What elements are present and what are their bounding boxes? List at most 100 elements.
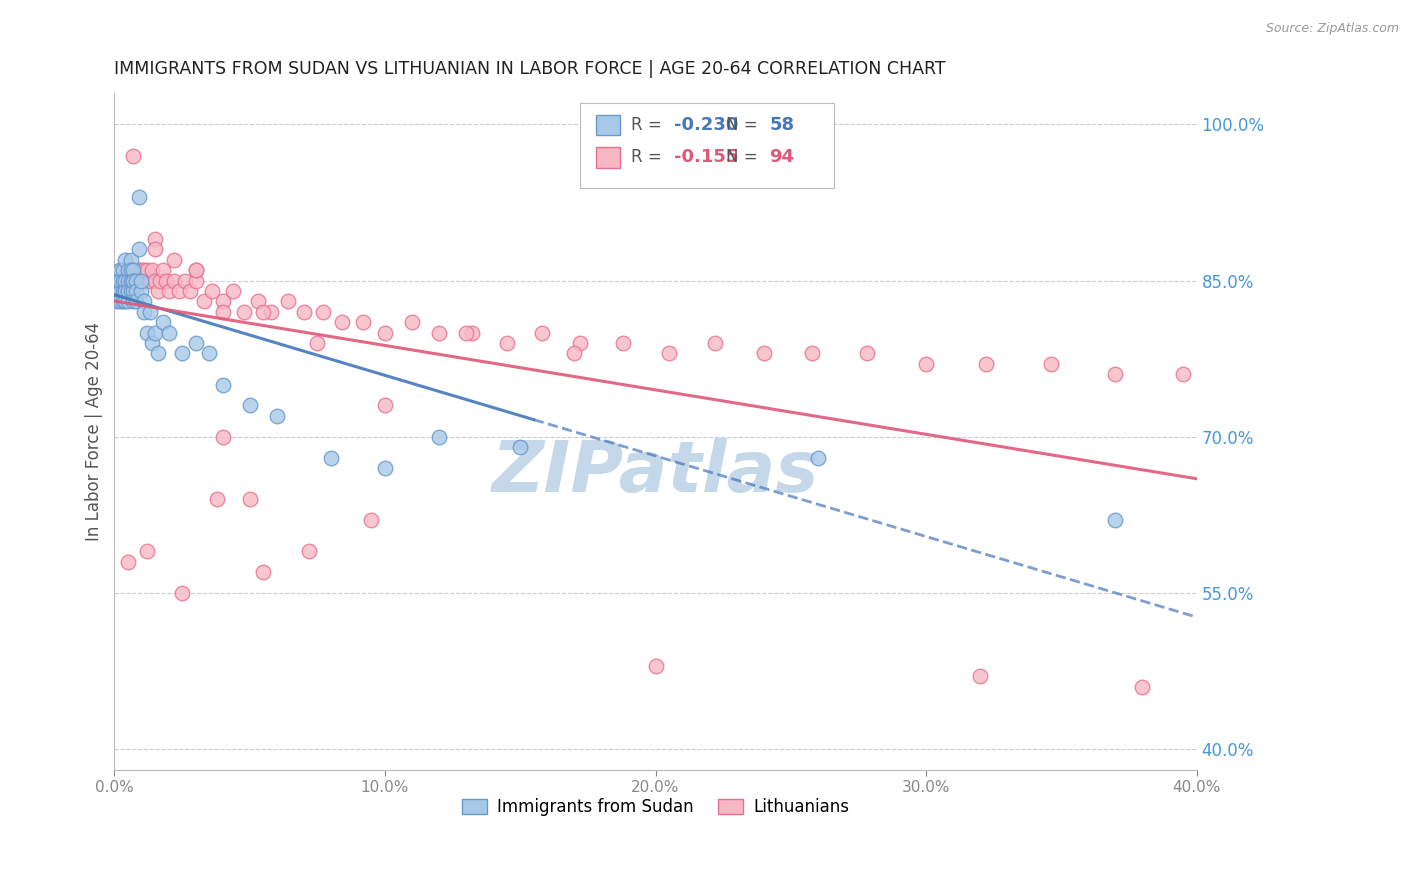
Point (135, 326, 157, 340)
Point (239, 492, 262, 507)
Point (1039, 357, 1062, 371)
Point (211, 294, 233, 309)
Point (246, 294, 269, 309)
Point (134, 294, 156, 309)
Point (122, 148, 145, 162)
Point (134, 273, 156, 287)
Point (401, 315, 423, 329)
Point (141, 263, 163, 277)
Point (120, 284, 142, 298)
Text: -0.230: -0.230 (673, 116, 738, 134)
Point (117, 284, 139, 298)
Point (260, 304, 283, 318)
Point (612, 336, 634, 351)
Point (128, 273, 150, 287)
Point (117, 263, 139, 277)
Point (122, 284, 145, 298)
Point (108, 263, 131, 277)
Text: N =: N = (725, 148, 762, 166)
Point (117, 294, 139, 309)
Bar (596, 147, 620, 168)
Point (201, 284, 224, 298)
Point (122, 273, 145, 287)
Point (170, 346, 193, 360)
Y-axis label: In Labor Force | Age 20-64: In Labor Force | Age 20-64 (86, 322, 103, 541)
Point (117, 263, 139, 277)
Point (117, 273, 139, 287)
Point (157, 284, 180, 298)
Point (131, 263, 153, 277)
Point (155, 273, 177, 287)
Point (644, 658, 666, 673)
Point (205, 492, 228, 507)
Point (105, 273, 128, 287)
Point (298, 544, 321, 558)
Point (292, 304, 315, 318)
Point (125, 284, 148, 298)
Point (125, 273, 148, 287)
Point (312, 304, 335, 318)
Text: 94: 94 (769, 148, 794, 166)
Point (184, 263, 207, 277)
Point (1104, 513, 1126, 527)
Point (125, 294, 148, 309)
Point (117, 273, 139, 287)
Text: 58: 58 (769, 116, 794, 134)
Point (120, 252, 142, 267)
Point (198, 346, 221, 360)
Point (456, 326, 478, 340)
Point (122, 263, 145, 277)
Text: R =: R = (631, 148, 666, 166)
Point (131, 284, 153, 298)
Point (108, 294, 131, 309)
Point (135, 263, 157, 277)
Point (252, 304, 274, 318)
Point (277, 294, 299, 309)
Point (352, 315, 374, 329)
Point (108, 263, 131, 277)
Point (111, 263, 134, 277)
Point (658, 346, 681, 360)
Point (111, 294, 134, 309)
Point (319, 450, 342, 465)
Legend: Immigrants from Sudan, Lithuanians: Immigrants from Sudan, Lithuanians (456, 791, 856, 822)
Point (114, 294, 136, 309)
Text: -0.155: -0.155 (673, 148, 738, 166)
Point (163, 252, 186, 267)
Point (495, 336, 517, 351)
Point (108, 284, 131, 298)
Point (146, 284, 169, 298)
Point (131, 273, 153, 287)
Point (143, 242, 166, 256)
Point (125, 263, 148, 277)
Point (105, 273, 128, 287)
Point (211, 430, 233, 444)
Point (134, 304, 156, 318)
Point (120, 263, 142, 277)
Point (157, 326, 180, 340)
Point (143, 326, 166, 340)
Point (111, 284, 134, 298)
Point (807, 450, 830, 465)
Point (427, 430, 450, 444)
Point (120, 284, 142, 298)
Point (111, 273, 134, 287)
Point (122, 273, 145, 287)
Point (233, 304, 256, 318)
Point (143, 273, 166, 287)
Point (193, 294, 215, 309)
Point (374, 399, 396, 413)
Point (330, 315, 353, 329)
Point (105, 284, 128, 298)
Point (117, 284, 139, 298)
Point (146, 346, 169, 360)
Bar (596, 115, 620, 135)
Point (135, 544, 157, 558)
Point (801, 346, 824, 360)
Point (122, 273, 145, 287)
Point (374, 461, 396, 475)
Point (114, 284, 136, 298)
Point (128, 190, 150, 204)
Point (120, 273, 142, 287)
Point (211, 304, 233, 318)
